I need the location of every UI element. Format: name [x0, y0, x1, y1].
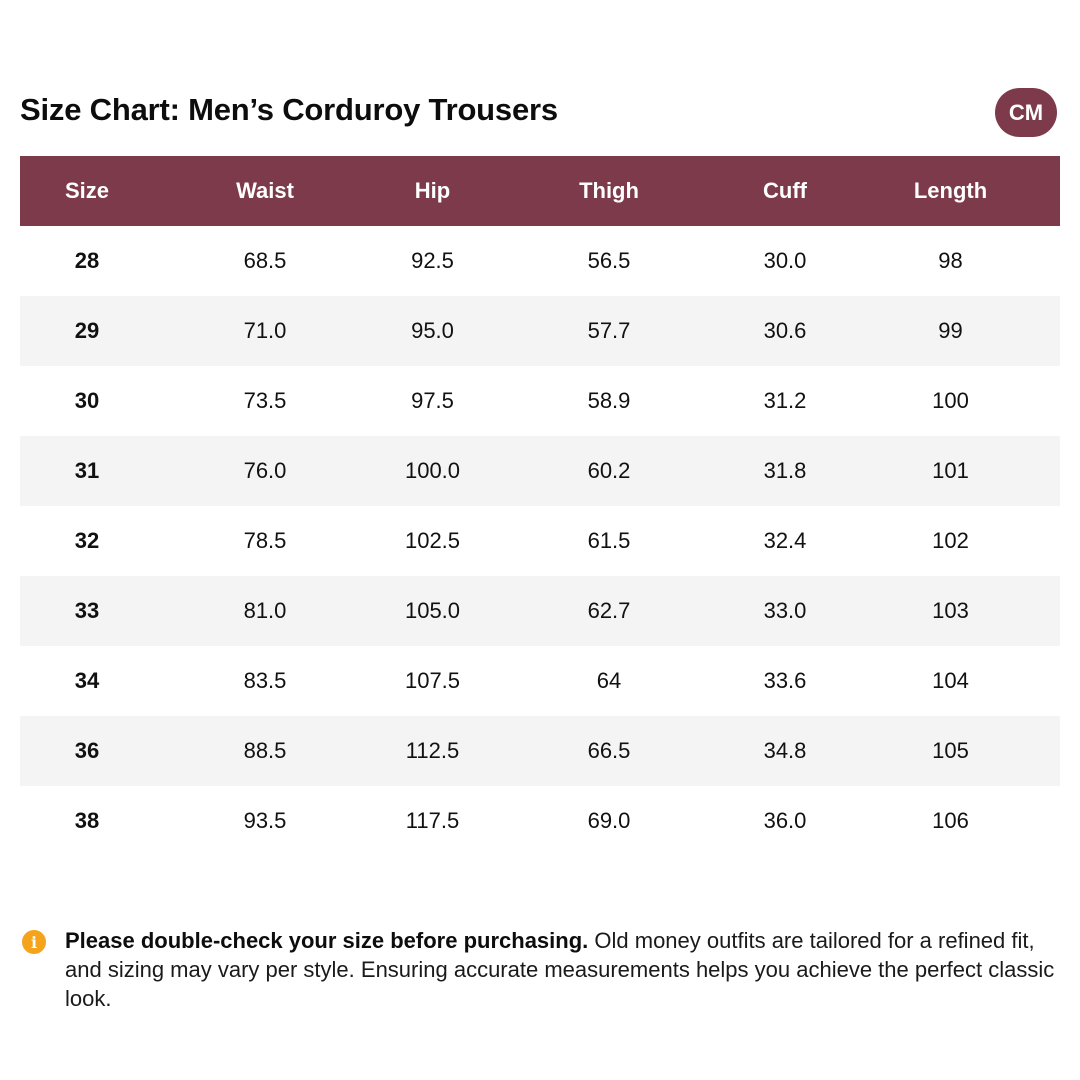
cell-thigh: 69.0: [587, 808, 631, 833]
cell-length: 106: [932, 808, 969, 833]
unit-toggle-button[interactable]: CM: [995, 88, 1057, 137]
cell-length: 105: [841, 716, 1060, 786]
table-row: 33 81.0 105.0 62.7 33.0 103: [20, 576, 1060, 646]
cell-hip: 112.5: [376, 716, 489, 786]
cell-cuff: 31.8: [729, 436, 841, 506]
notice-text: Please double-check your size before pur…: [65, 926, 1060, 1013]
cell-size: 31: [20, 436, 154, 506]
cell-cuff: 31.2: [763, 388, 807, 413]
cell-hip: 117.5: [405, 808, 460, 833]
cell-waist: 93.5: [243, 808, 287, 833]
table-header-row: Size Waist Hip Thigh Cuff Length: [20, 156, 1060, 226]
table-row: 38 93.5 117.5 69.0 36.0 106: [20, 786, 1060, 856]
table-row: 32 78.5 102.5 61.5 32.4 102: [20, 506, 1060, 576]
table-body: 28 68.5 92.5 56.5 30.0 98 29 71.0 95.0 57.7 30.6 99…: [20, 226, 1060, 856]
cell-waist: 81.0: [154, 576, 376, 646]
cell-waist: 83.5: [243, 668, 287, 693]
size-notice: i Please double-check your size before p…: [20, 926, 1060, 1013]
cell-thigh: 61.5: [587, 528, 631, 553]
notice-bold-text: Please double-check your size before pur…: [65, 928, 589, 953]
column-header-length: Length: [841, 156, 1060, 226]
cell-thigh: 60.2: [489, 436, 729, 506]
cell-size: 38: [74, 808, 100, 833]
notice-body-text: Old money outfits are tailored for a ref…: [65, 928, 1055, 1011]
cell-hip: 95.0: [376, 296, 489, 366]
cell-thigh: 64: [596, 668, 622, 693]
cell-waist: 73.5: [243, 388, 287, 413]
table-row: 31 76.0 100.0 60.2 31.8 101: [20, 436, 1060, 506]
cell-thigh: 66.5: [489, 716, 729, 786]
table-row: 29 71.0 95.0 57.7 30.6 99: [20, 296, 1060, 366]
cell-size: 33: [20, 576, 154, 646]
cell-length: 104: [932, 668, 969, 693]
table-header: Size Waist Hip Thigh Cuff Length: [20, 156, 1060, 226]
cell-length: 103: [841, 576, 1060, 646]
cell-cuff: 36.0: [763, 808, 807, 833]
cell-size: 30: [74, 388, 100, 413]
cell-hip: 100.0: [376, 436, 489, 506]
cell-size: 36: [20, 716, 154, 786]
cell-cuff: 33.0: [729, 576, 841, 646]
cell-thigh: 62.7: [489, 576, 729, 646]
size-chart-table: Size Waist Hip Thigh Cuff Length 28 68.5 92.5 56…: [20, 156, 1060, 856]
cell-cuff: 30.6: [729, 296, 841, 366]
cell-length: 102: [932, 528, 969, 553]
cell-cuff: 32.4: [763, 528, 807, 553]
cell-hip: 97.5: [411, 388, 454, 413]
cell-size: 28: [74, 248, 100, 273]
cell-thigh: 58.9: [587, 388, 631, 413]
cell-hip: 102.5: [404, 528, 461, 553]
cell-waist: 68.5: [243, 248, 287, 273]
cell-length: 99: [841, 296, 1060, 366]
cell-waist: 88.5: [154, 716, 376, 786]
cell-waist: 76.0: [154, 436, 376, 506]
cell-length: 101: [841, 436, 1060, 506]
cell-thigh: 56.5: [587, 248, 631, 273]
cell-waist: 71.0: [154, 296, 376, 366]
table-row: 28 68.5 92.5 56.5 30.0 98: [20, 226, 1060, 296]
cell-cuff: 34.8: [729, 716, 841, 786]
cell-thigh: 57.7: [489, 296, 729, 366]
table-row: 30 73.5 97.5 58.9 31.2 100: [20, 366, 1060, 436]
table-row: 34 83.5 107.5 64 33.6 104: [20, 646, 1060, 716]
column-header-cuff: Cuff: [729, 156, 841, 226]
page-title: Size Chart: Men’s Corduroy Trousers: [20, 92, 558, 127]
cell-cuff: 30.0: [763, 248, 807, 273]
column-header-thigh: Thigh: [489, 156, 729, 226]
cell-length: 98: [938, 248, 963, 273]
cell-hip: 107.5: [404, 668, 461, 693]
column-header-hip: Hip: [376, 156, 489, 226]
cell-size: 29: [20, 296, 154, 366]
cell-cuff: 33.6: [763, 668, 807, 693]
cell-length: 100: [932, 388, 969, 413]
cell-size: 32: [74, 528, 100, 553]
table-row: 36 88.5 112.5 66.5 34.8 105: [20, 716, 1060, 786]
cell-hip: 92.5: [411, 248, 454, 273]
info-icon: i: [22, 930, 46, 954]
cell-waist: 78.5: [243, 528, 287, 553]
column-header-size: Size: [20, 156, 154, 226]
column-header-waist: Waist: [154, 156, 376, 226]
cell-size: 34: [74, 668, 100, 693]
cell-hip: 105.0: [376, 576, 489, 646]
